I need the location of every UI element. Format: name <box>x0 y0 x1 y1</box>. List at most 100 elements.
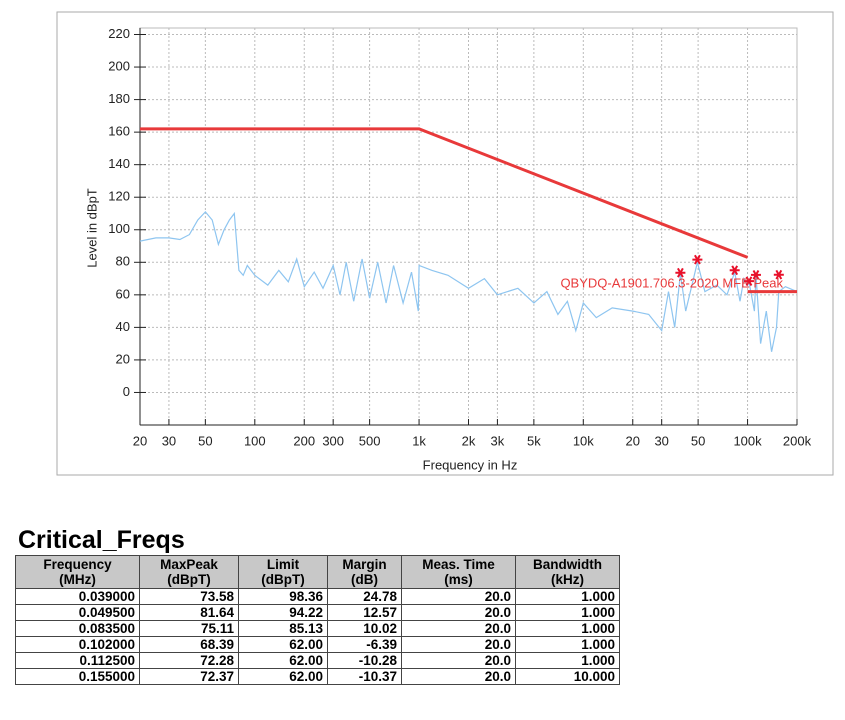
y-tick-label: 40 <box>116 319 130 334</box>
x-tick-label: 1k <box>412 433 426 448</box>
table-cell: 0.049500 <box>15 604 140 621</box>
table-cell: 81.64 <box>139 604 239 621</box>
table-cell: 72.28 <box>139 652 239 669</box>
header-cell: Meas. Time (ms) <box>401 555 516 589</box>
table-cell: 68.39 <box>139 636 239 653</box>
x-tick-label: 100k <box>733 433 762 448</box>
annotation: QBYDQ-A1901.706.3-2020 MFE Peak <box>560 275 783 290</box>
table-cell: 75.11 <box>139 620 239 637</box>
table-title: Critical_Freqs <box>18 526 185 554</box>
header-cell: Limit (dBpT) <box>238 555 328 589</box>
table-row: 0.039000 73.58 98.36 24.78 20.0 1.000 <box>15 588 620 605</box>
header-cell: MaxPeak (dBpT) <box>139 555 239 589</box>
chart: Frequency in Hz Level in dBpT 0 20 40 60 80 1… <box>56 11 834 476</box>
table-cell: -10.28 <box>327 652 402 669</box>
table-cell: 62.00 <box>238 636 328 653</box>
table-cell: 1.000 <box>515 652 620 669</box>
x-tick-label: 300 <box>322 433 344 448</box>
header-unit: (MHz) <box>59 572 96 587</box>
table-cell: -10.37 <box>327 668 402 685</box>
x-tick-label: 3k <box>491 433 505 448</box>
table-cell: 0.102000 <box>15 636 140 653</box>
table-cell: 20.0 <box>401 604 516 621</box>
header-unit: (ms) <box>444 572 473 587</box>
x-tick-label: 200 <box>293 433 315 448</box>
table-cell: 0.083500 <box>15 620 140 637</box>
y-tick-label: 180 <box>108 91 130 106</box>
x-tick-label: 2k <box>462 433 476 448</box>
y-tick-label: 100 <box>108 221 130 236</box>
table-cell: 94.22 <box>238 604 328 621</box>
x-tick-label: 30 <box>654 433 668 448</box>
x-tick-label: 20 <box>626 433 640 448</box>
table-cell: 72.37 <box>139 668 239 685</box>
table-cell: 73.58 <box>139 588 239 605</box>
x-tick-label: 5k <box>527 433 541 448</box>
y-tick-label: 20 <box>116 351 130 366</box>
header-name: Bandwidth <box>533 557 602 572</box>
table-cell: 20.0 <box>401 652 516 669</box>
table-cell: 20.0 <box>401 588 516 605</box>
table-row: 0.155000 72.37 62.00 -10.37 20.0 10.000 <box>15 668 620 685</box>
table-row: 0.083500 75.11 85.13 10.02 20.0 1.000 <box>15 620 620 637</box>
table-cell: 12.57 <box>327 604 402 621</box>
y-tick-label: 0 <box>123 384 130 399</box>
y-tick-label: 120 <box>108 189 130 204</box>
peak-marker <box>773 269 784 280</box>
table-row: 0.102000 68.39 62.00 -6.39 20.0 1.000 <box>15 636 620 653</box>
header-row: Frequency (MHz) MaxPeak (dBpT) Limit (dBpT) Ma… <box>15 555 620 589</box>
y-tick-label: 220 <box>108 26 130 41</box>
table-cell: 62.00 <box>238 652 328 669</box>
table-cell: 10.02 <box>327 620 402 637</box>
peak-marker <box>743 276 754 287</box>
peak-marker <box>729 265 740 276</box>
table-cell: 0.155000 <box>15 668 140 685</box>
x-axis-label: Frequency in Hz <box>423 457 518 472</box>
x-tick-label: 50 <box>691 433 705 448</box>
table-cell: 20.0 <box>401 668 516 685</box>
y-tick-label: 200 <box>108 58 130 73</box>
table-cell: 98.36 <box>238 588 328 605</box>
header-unit: (dB) <box>351 572 378 587</box>
x-tick-label: 100 <box>244 433 266 448</box>
y-tick-label: 60 <box>116 286 130 301</box>
peak-marker <box>750 270 761 280</box>
peak-marker <box>692 254 703 265</box>
table-cell: 24.78 <box>327 588 402 605</box>
y-tick-label: 160 <box>108 124 130 139</box>
header-name: Margin <box>342 557 387 572</box>
header-name: Limit <box>266 557 300 572</box>
table-cell: 10.000 <box>515 668 620 685</box>
table-cell: 85.13 <box>238 620 328 637</box>
table-cell: 0.039000 <box>15 588 140 605</box>
table: Frequency (MHz) MaxPeak (dBpT) Limit (dBpT) Ma… <box>15 555 620 685</box>
x-tick-label: 500 <box>359 433 381 448</box>
header-cell: Bandwidth (kHz) <box>515 555 620 589</box>
x-tick-label: 200k <box>783 433 812 448</box>
table-cell: 1.000 <box>515 636 620 653</box>
limit-line <box>140 127 797 294</box>
y-tick-label: 140 <box>108 156 130 171</box>
table-cell: 20.0 <box>401 636 516 653</box>
table-cell: 1.000 <box>515 588 620 605</box>
header-cell: Margin (dB) <box>327 555 402 589</box>
header-cell: Frequency (MHz) <box>15 555 140 589</box>
table-cell: 62.00 <box>238 668 328 685</box>
header-name: MaxPeak <box>160 557 218 572</box>
header-unit: (kHz) <box>551 572 584 587</box>
trace-line <box>139 210 798 352</box>
table-cell: 1.000 <box>515 604 620 621</box>
table-cell: 1.000 <box>515 620 620 637</box>
y-axis-label: Level in dBpT <box>84 188 99 268</box>
header-name: Meas. Time <box>422 557 495 572</box>
header-unit: (dBpT) <box>167 572 211 587</box>
x-tick-label: 50 <box>198 433 212 448</box>
x-tick-label: 20 <box>133 433 147 448</box>
table-cell: 0.112500 <box>15 652 140 669</box>
y-tick-label: 80 <box>116 254 130 269</box>
x-tick-label: 10k <box>573 433 594 448</box>
header-name: Frequency <box>43 557 112 572</box>
x-tick-label: 30 <box>162 433 176 448</box>
header-unit: (dBpT) <box>261 572 305 587</box>
